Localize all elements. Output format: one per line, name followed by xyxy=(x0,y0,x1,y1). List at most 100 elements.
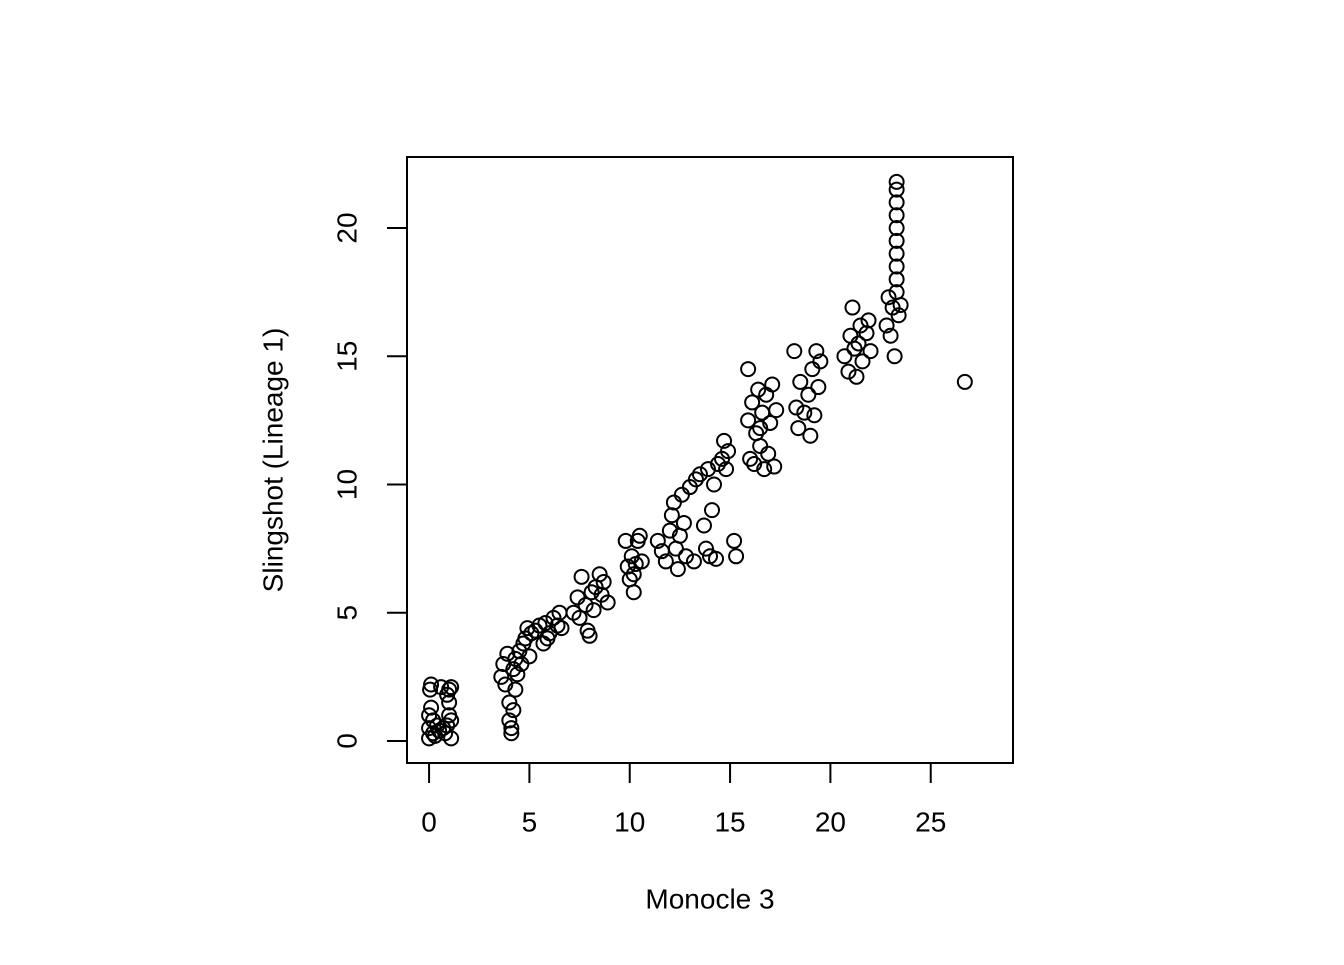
point xyxy=(625,566,642,583)
point xyxy=(583,584,600,601)
point xyxy=(509,666,526,683)
point xyxy=(808,343,825,360)
point xyxy=(710,455,727,472)
point xyxy=(425,712,442,729)
point xyxy=(573,568,590,585)
point xyxy=(740,361,757,378)
point xyxy=(537,614,554,631)
point xyxy=(792,373,809,390)
point xyxy=(786,343,803,360)
point xyxy=(764,376,781,393)
point xyxy=(886,348,903,365)
point xyxy=(697,540,714,557)
point xyxy=(699,461,716,478)
point xyxy=(571,609,588,626)
point xyxy=(768,402,785,419)
y-tick-label: 15 xyxy=(331,341,362,372)
point xyxy=(581,627,598,644)
point xyxy=(848,368,865,385)
point xyxy=(802,427,819,444)
point xyxy=(429,717,446,734)
point xyxy=(443,712,460,729)
point xyxy=(505,661,522,678)
y-tick-label: 10 xyxy=(331,469,362,500)
point xyxy=(503,725,520,742)
x-tick-label: 5 xyxy=(522,806,538,837)
point xyxy=(790,420,807,437)
point xyxy=(617,532,634,549)
point xyxy=(499,645,516,662)
point xyxy=(740,412,757,429)
point xyxy=(760,445,777,462)
point xyxy=(497,676,514,693)
point xyxy=(806,407,823,424)
point xyxy=(422,681,439,698)
point xyxy=(593,586,610,603)
point xyxy=(882,327,899,344)
point xyxy=(752,438,769,455)
point xyxy=(742,450,759,467)
point xyxy=(623,548,640,565)
point xyxy=(878,317,895,334)
x-tick-label: 25 xyxy=(915,806,946,837)
point xyxy=(505,702,522,719)
x-tick-label: 20 xyxy=(815,806,846,837)
point xyxy=(854,353,871,370)
point xyxy=(519,620,536,637)
point xyxy=(752,420,769,437)
point xyxy=(810,379,827,396)
point xyxy=(421,707,438,724)
point xyxy=(862,343,879,360)
point xyxy=(569,589,586,606)
point xyxy=(685,553,702,570)
point xyxy=(888,271,905,288)
point xyxy=(804,361,821,378)
y-tick-label: 20 xyxy=(331,212,362,243)
point xyxy=(631,527,648,544)
point xyxy=(507,681,524,698)
point xyxy=(503,720,520,737)
y-axis-label: Slingshot (Lineage 1) xyxy=(257,328,288,593)
point xyxy=(633,553,650,570)
point xyxy=(744,394,761,411)
point xyxy=(726,532,743,549)
point xyxy=(539,630,556,647)
point xyxy=(577,597,594,614)
x-tick-label: 0 xyxy=(421,806,437,837)
point xyxy=(675,514,692,531)
point xyxy=(661,522,678,539)
point xyxy=(756,461,773,478)
point xyxy=(691,466,708,483)
point xyxy=(669,561,686,578)
point xyxy=(706,476,723,493)
point xyxy=(892,296,909,313)
point xyxy=(720,443,737,460)
point xyxy=(439,686,456,703)
point xyxy=(750,381,767,398)
point xyxy=(762,414,779,431)
point xyxy=(704,502,721,519)
point xyxy=(850,335,867,352)
point xyxy=(657,553,674,570)
point xyxy=(695,517,712,534)
point xyxy=(625,584,642,601)
point xyxy=(888,181,905,198)
point xyxy=(443,730,460,747)
point xyxy=(677,548,694,565)
point xyxy=(687,471,704,488)
point xyxy=(860,312,877,329)
point xyxy=(844,299,861,316)
point xyxy=(888,232,905,249)
point xyxy=(665,494,682,511)
point xyxy=(553,620,570,637)
point xyxy=(800,386,817,403)
point xyxy=(585,602,602,619)
point xyxy=(796,404,813,421)
point xyxy=(812,353,829,370)
x-tick-label: 10 xyxy=(614,806,645,837)
x-axis-label: Monocle 3 xyxy=(645,883,774,914)
point xyxy=(728,548,745,565)
point xyxy=(501,694,518,711)
